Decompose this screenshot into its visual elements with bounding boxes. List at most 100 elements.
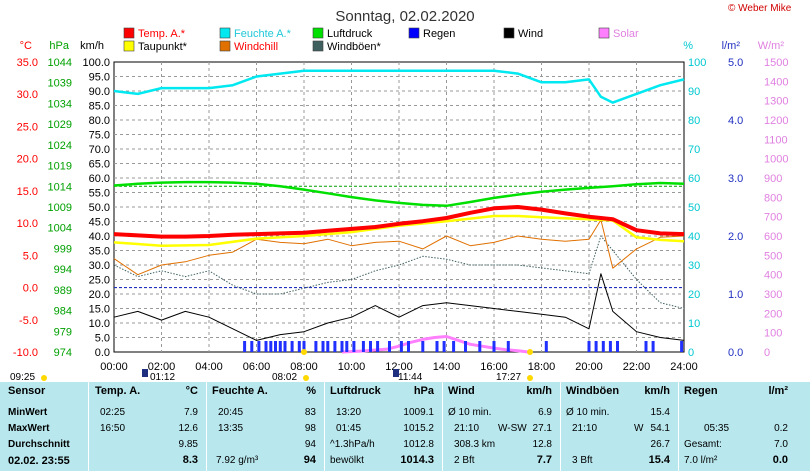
time-mark: 17:27	[496, 372, 521, 382]
wind-axis-tick: 95.0	[89, 72, 110, 84]
credit-text: © Weber Mike	[728, 3, 792, 14]
rain-marker	[250, 341, 254, 352]
legend-label: Windböen*	[327, 41, 382, 53]
solar-axis-tick: 1100	[764, 134, 788, 146]
rain-marker	[321, 341, 325, 352]
rain-marker	[407, 341, 410, 352]
legend-item: Wind	[503, 27, 543, 40]
gusts-header: Windböen	[566, 385, 620, 397]
stats-humidity-col: Feuchte A. % 20:45 83 13:35 98 94 7.92 g…	[206, 382, 324, 471]
wind-axis-tick: 75.0	[89, 130, 110, 142]
rain-marker	[587, 341, 591, 352]
solar-axis-tick: 400	[764, 270, 782, 282]
stats-pressure-col: Luftdruck hPa 13:20 1009.1 01:45 1015.2 …	[324, 382, 442, 471]
rain-axis-tick: 1.0	[728, 289, 743, 301]
rain-marker	[297, 341, 301, 352]
pressure-axis-tick: 989	[54, 285, 72, 297]
wind-axis-tick: 20.0	[89, 289, 110, 301]
x-axis-tick: 20:00	[575, 361, 603, 373]
humidity-unit: %	[306, 385, 316, 397]
pressure-axis-tick: 1014	[48, 181, 72, 193]
humidity-axis-tick: 60	[688, 173, 700, 185]
solar-unit-label: W/m²	[758, 40, 785, 52]
rain-marker	[435, 341, 439, 352]
legend-swatch	[598, 27, 610, 39]
rain-marker	[326, 341, 330, 352]
wind-axis-tick: 80.0	[89, 115, 110, 127]
legend-swatch	[219, 27, 231, 39]
temp-axis-tick: 10.0	[17, 218, 38, 230]
legend-label: Temp. A.*	[138, 28, 186, 40]
rain-max-time: 05:35	[704, 423, 730, 434]
rain-unit-label: l/m²	[722, 40, 741, 52]
stats-sensor-col: Sensor MinWert MaxWert Durchschnitt 02.0…	[0, 382, 88, 471]
time-mark: 01:12	[150, 372, 175, 382]
solar-axis-tick: 100	[764, 328, 782, 340]
legend-item: Solar	[598, 27, 639, 40]
pressure-axis-tick: 1004	[48, 223, 72, 235]
rain-marker	[478, 341, 482, 352]
legend-swatch	[123, 40, 135, 52]
rain-marker	[314, 341, 318, 352]
temp-axis-tick: 20.0	[17, 154, 38, 166]
rain-marker	[283, 341, 287, 352]
temp-axis-tick: 15.0	[17, 186, 38, 198]
rain-marker	[594, 341, 598, 352]
temp-axis-tick: 5.0	[23, 250, 38, 262]
x-axis-tick: 12:00	[385, 361, 413, 373]
wind-max-time: 21:10	[454, 423, 480, 434]
rain-marker	[616, 341, 619, 352]
chart-title: Sonntag, 02.02.2020	[335, 8, 474, 25]
solar-axis-tick: 800	[764, 192, 782, 204]
temp-header: Temp. A.	[95, 385, 141, 397]
wind-bft: 2 Bft	[454, 455, 475, 466]
solar-axis-tick: 900	[764, 173, 782, 185]
time-mark: 08:02	[272, 372, 297, 382]
temp-axis-tick: 0.0	[23, 283, 38, 295]
wind-axis-tick: 70.0	[89, 144, 110, 156]
rain-total: 7.0	[774, 439, 788, 450]
stats-rain-col: Regen l/m² 05:35 0.2 Gesamt: 7.0 7.0 l/m…	[678, 382, 810, 471]
wind-axis-tick: 50.0	[89, 202, 110, 214]
temp-max-time: 16:50	[100, 423, 126, 434]
wind-avg: 12.8	[532, 439, 552, 450]
solar-axis-tick: 300	[764, 289, 782, 301]
legend-swatch	[408, 27, 420, 39]
pressure-min: 1009.1	[403, 407, 434, 418]
pressure-trend: ^1.3hPa/h	[330, 439, 375, 450]
legend-label: Windchill	[234, 41, 278, 53]
wind-axis-tick: 45.0	[89, 217, 110, 229]
stats-panel: Sensor MinWert MaxWert Durchschnitt 02.0…	[0, 382, 810, 471]
pressure-unit: hPa	[413, 385, 434, 397]
time-mark: 11:44	[398, 372, 423, 382]
legend-label: Regen	[423, 28, 455, 40]
rain-axis-tick: 0.0	[728, 347, 743, 359]
x-axis-tick: 14:00	[433, 361, 461, 373]
temp-axis-tick: -10.0	[13, 347, 38, 359]
rain-marker	[442, 341, 446, 352]
pressure-axis-tick: 979	[54, 326, 72, 338]
series-luftdruck	[113, 180, 685, 208]
rain-current: 0.0	[772, 454, 788, 466]
rain-marker	[352, 341, 356, 352]
rain-marker	[651, 341, 655, 352]
temp-max: 12.6	[178, 423, 198, 434]
rain-marker	[361, 341, 365, 352]
pressure-axis-tick: 994	[54, 264, 72, 276]
x-axis-tick: 08:00	[290, 361, 318, 373]
series-feuchte-a	[113, 69, 685, 104]
sun-marker-icon	[527, 349, 533, 355]
pressure-current: 1014.3	[400, 454, 434, 466]
rain-marker	[264, 341, 268, 352]
rain-marker	[274, 341, 277, 352]
wind-axis-tick: 25.0	[89, 275, 110, 287]
humidity-axis-tick: 30	[688, 260, 700, 272]
wind-max-dir: W-SW	[498, 423, 527, 434]
humidity-axis-tick: 50	[688, 202, 700, 214]
pressure-max-time: 01:45	[336, 423, 362, 434]
pressure-axis-tick: 1039	[48, 78, 72, 90]
rain-total-label: Gesamt:	[684, 439, 722, 450]
row-label-max: MaxWert	[8, 423, 50, 434]
gusts-bft: 3 Bft	[572, 455, 593, 466]
rain-axis-tick: 2.0	[728, 231, 743, 243]
